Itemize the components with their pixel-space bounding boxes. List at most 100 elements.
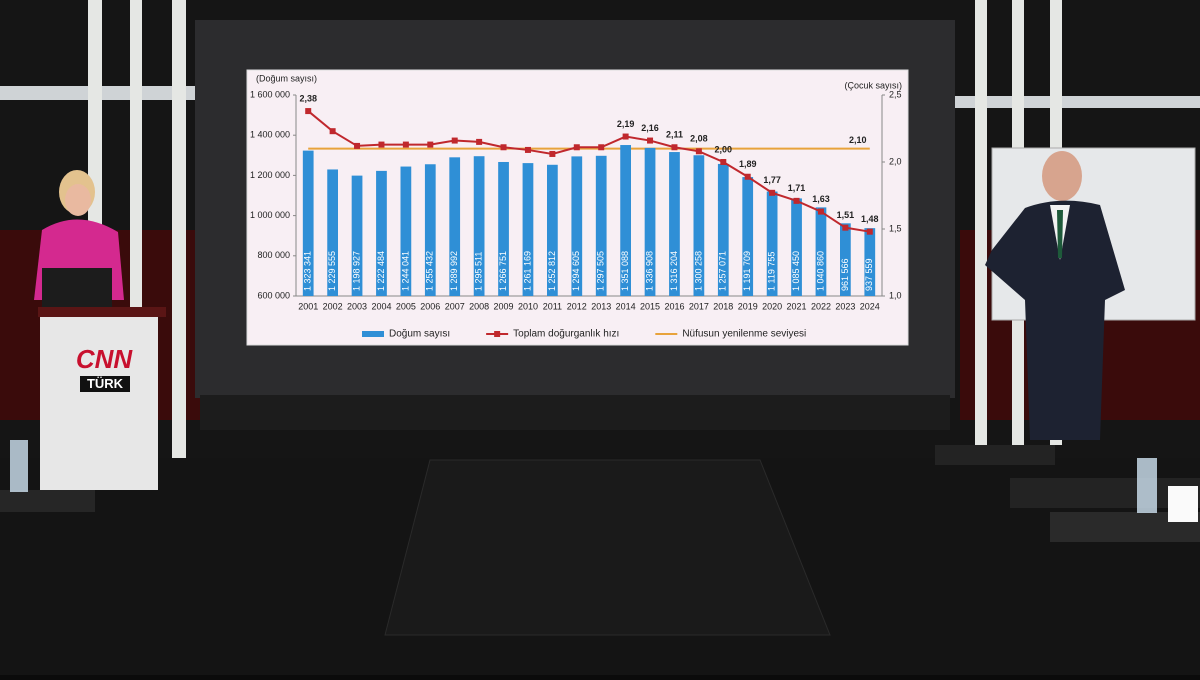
- bar-value-label: 1 300 258: [693, 251, 703, 291]
- bar-value-label: 1 266 751: [498, 251, 508, 291]
- bar-value-label: 1 261 169: [522, 251, 532, 291]
- legend-label: Doğum sayısı: [389, 329, 450, 340]
- legend-swatch: [362, 331, 384, 337]
- bar-value-label: 1 229 555: [327, 251, 337, 291]
- mug: [1168, 486, 1198, 522]
- bar: [815, 207, 827, 296]
- bar: [717, 163, 729, 296]
- bar-value-label: 1 040 860: [815, 251, 825, 291]
- y-tick-label: 800 000: [257, 250, 290, 260]
- bar: [376, 170, 387, 296]
- y2-tick-label: 2,0: [889, 156, 902, 166]
- line-marker: [549, 150, 556, 157]
- bar-value-label: 1 351 088: [620, 251, 630, 291]
- x-tick-label: 2019: [738, 301, 758, 311]
- bar-value-label: 1 252 812: [547, 251, 557, 291]
- presenter-face: [65, 184, 91, 216]
- line-marker: [647, 137, 654, 144]
- bar: [522, 163, 534, 296]
- bar: [644, 147, 656, 296]
- bar: [571, 156, 583, 296]
- line-marker: [769, 189, 776, 196]
- logo-turk: TÜRK: [87, 376, 124, 391]
- bar: [473, 156, 485, 296]
- x-tick-label: 2004: [371, 301, 391, 311]
- podium: [40, 308, 158, 490]
- bar-value-label: 1 257 071: [718, 251, 728, 291]
- desk: [935, 445, 1055, 465]
- line-value-label: 1,48: [861, 214, 879, 224]
- bar: [449, 157, 461, 296]
- bar-value-label: 961 566: [840, 258, 850, 291]
- line-marker: [573, 144, 580, 151]
- line-value-label: 2,08: [690, 134, 708, 144]
- line-marker: [476, 138, 483, 145]
- x-tick-label: 2008: [469, 301, 489, 311]
- y-tick-label: 1 200 000: [250, 170, 290, 180]
- logo-cnn: CNN: [76, 344, 134, 374]
- line-marker: [378, 141, 385, 148]
- bar-value-label: 1 085 450: [791, 251, 801, 291]
- bar-value-label: 937 559: [864, 258, 874, 291]
- bar-value-label: 1 294 605: [571, 251, 581, 291]
- light-strip: [955, 96, 1200, 108]
- line-marker: [524, 146, 531, 153]
- x-tick-label: 2014: [616, 301, 636, 311]
- x-tick-label: 2017: [689, 301, 709, 311]
- bar-value-label: 1 295 511: [474, 252, 484, 291]
- water-bottle: [10, 440, 28, 492]
- line-marker: [622, 133, 629, 140]
- line-value-label: 2,38: [299, 93, 317, 103]
- x-tick-label: 2024: [860, 301, 880, 311]
- bar: [840, 223, 851, 296]
- line-marker: [842, 224, 849, 231]
- x-tick-label: 2023: [835, 301, 855, 311]
- bar-value-label: 1 222 484: [376, 251, 386, 291]
- line-value-label: 1,89: [739, 159, 757, 169]
- x-tick-label: 2001: [298, 301, 318, 311]
- guest-tie: [1057, 210, 1063, 258]
- x-tick-label: 2007: [445, 301, 465, 311]
- x-tick-label: 2010: [518, 301, 538, 311]
- bar: [547, 164, 558, 296]
- water-bottle: [1137, 458, 1157, 513]
- line-marker: [695, 148, 702, 155]
- bar-value-label: 1 323 341: [303, 251, 313, 291]
- bar: [693, 155, 705, 296]
- y-tick-label: 1 600 000: [250, 89, 290, 99]
- guest-face: [1042, 151, 1082, 201]
- bar-value-label: 1 198 927: [351, 251, 361, 291]
- y2-tick-label: 1,5: [889, 223, 902, 233]
- line-value-label: 2,16: [641, 123, 659, 133]
- line-value-label: 1,77: [763, 175, 781, 185]
- line-marker: [500, 144, 507, 151]
- line-marker: [402, 141, 409, 148]
- bar: [498, 161, 509, 296]
- x-tick-label: 2020: [762, 301, 782, 311]
- video-wall-base: [200, 395, 950, 430]
- bar: [620, 145, 631, 296]
- bar: [864, 228, 876, 296]
- x-tick-label: 2018: [713, 301, 733, 311]
- legend-label: Toplam doğurganlık hızı: [513, 329, 619, 340]
- bar: [424, 164, 436, 296]
- chart: (Doğum sayısı) (Çocuk sayısı) 600 000 800…: [250, 73, 902, 339]
- x-tick-label: 2006: [420, 301, 440, 311]
- y-tick-label: 1 000 000: [250, 210, 290, 220]
- x-tick-label: 2022: [811, 301, 831, 311]
- y2-tick-label: 1,0: [889, 290, 902, 300]
- logo-turk-bg: [80, 376, 130, 392]
- line-marker: [671, 144, 678, 151]
- bar: [302, 150, 314, 296]
- light-pillar: [975, 0, 987, 445]
- x-tick-label: 2015: [640, 301, 660, 311]
- bar-value-label: 1 289 992: [449, 251, 459, 291]
- line-value-label: 2,11: [666, 130, 683, 140]
- legend-label: Nüfusun yenilenme seviyesi: [682, 329, 806, 340]
- x-tick-label: 2009: [494, 301, 514, 311]
- guest-suit: [985, 200, 1125, 440]
- y2-axis-title: (Çocuk sayısı): [844, 80, 902, 90]
- x-tick-label: 2005: [396, 301, 416, 311]
- floor-panel: [384, 459, 831, 636]
- line-marker: [866, 228, 873, 235]
